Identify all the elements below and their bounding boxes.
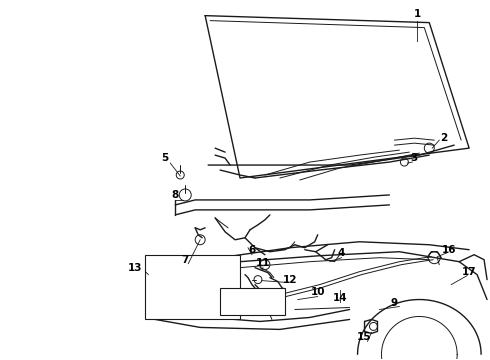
Text: 1: 1	[414, 9, 421, 19]
Text: 11: 11	[256, 258, 270, 268]
Text: 12: 12	[283, 275, 297, 285]
Text: 5: 5	[161, 153, 168, 163]
Bar	[146, 255, 240, 319]
Bar	[220, 288, 285, 315]
Text: 15: 15	[357, 332, 372, 342]
Text: 13: 13	[128, 263, 143, 273]
Text: 16: 16	[442, 245, 457, 255]
Text: 10: 10	[311, 287, 325, 297]
Text: 2: 2	[441, 133, 448, 143]
Text: 9: 9	[391, 297, 398, 307]
Text: 8: 8	[172, 190, 179, 200]
Text: 3: 3	[411, 153, 418, 163]
Text: 6: 6	[248, 245, 256, 255]
Text: 7: 7	[181, 255, 189, 265]
Text: 4: 4	[338, 248, 345, 258]
Text: 14: 14	[332, 293, 347, 302]
Text: 17: 17	[462, 267, 476, 276]
